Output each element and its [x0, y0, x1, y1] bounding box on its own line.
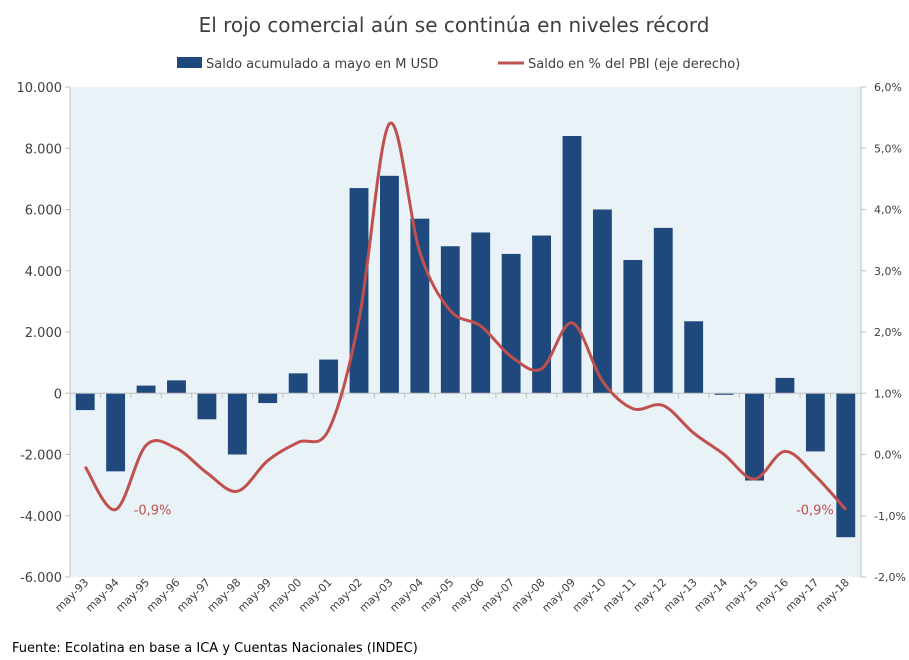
left-tick-label: 6.000	[25, 204, 62, 219]
right-tick-label: 2,0%	[874, 326, 902, 339]
bar	[319, 359, 339, 394]
bar	[775, 377, 795, 394]
right-tick-label: 1,0%	[874, 387, 902, 400]
bar	[653, 227, 673, 394]
left-tick-label: 2.000	[25, 326, 62, 341]
legend-bar-swatch	[177, 57, 202, 68]
right-axis: -2,0% -1,0% 0,0% 1,0% 2,0% 3,0% 4,0% 5,0% 6,0%	[860, 81, 906, 584]
bar	[714, 393, 734, 395]
bar	[623, 260, 643, 394]
bar	[227, 393, 247, 455]
bar	[684, 321, 704, 394]
annotations: -0,9% -0,9%	[134, 504, 834, 519]
bar	[440, 246, 460, 394]
left-tick-label: 0	[54, 387, 62, 402]
left-tick-label: -4.000	[20, 510, 62, 525]
chart-title: El rojo comercial aún se continúa en niv…	[199, 13, 710, 37]
annotation-label: -0,9%	[796, 504, 834, 519]
left-tick-label: 10.000	[17, 81, 63, 96]
bar	[805, 393, 825, 452]
bar	[288, 373, 308, 394]
legend: Saldo acumulado a mayo en M USD Saldo en…	[177, 57, 740, 72]
plot-area	[70, 87, 861, 577]
right-tick-label: 6,0%	[874, 81, 902, 94]
x-tick-label: may-18	[813, 576, 852, 615]
bar	[745, 393, 764, 481]
left-tick-label: -6.000	[20, 571, 62, 586]
bar	[471, 232, 491, 394]
left-tick-label: -2.000	[20, 449, 62, 464]
bar	[380, 175, 399, 394]
bar	[75, 393, 95, 411]
right-tick-label: -2,0%	[874, 571, 906, 584]
bar	[349, 188, 369, 394]
bar	[562, 136, 582, 394]
right-tick-label: 0,0%	[874, 449, 902, 462]
right-tick-label: 5,0%	[874, 142, 902, 155]
left-tick-label: 8.000	[25, 142, 62, 157]
bar	[136, 385, 156, 394]
bar	[501, 253, 521, 394]
bar	[410, 218, 430, 394]
bar-series	[75, 136, 856, 538]
bar	[836, 393, 856, 538]
bar	[167, 380, 186, 394]
bar	[258, 393, 278, 404]
legend-bar-label: Saldo acumulado a mayo en M USD	[206, 57, 438, 72]
right-tick-label: 3,0%	[874, 265, 902, 278]
right-tick-label: 4,0%	[874, 204, 902, 217]
bar	[592, 209, 612, 394]
source-note: Fuente: Ecolatina en base a ICA y Cuenta…	[12, 641, 418, 656]
left-tick-label: 4.000	[25, 265, 62, 280]
bar	[532, 235, 551, 394]
right-tick-label: -1,0%	[874, 510, 906, 523]
annotation-label: -0,9%	[134, 504, 172, 519]
bar	[106, 393, 126, 472]
bar	[197, 393, 217, 420]
gdp-line	[83, 121, 847, 512]
legend-line-label: Saldo en % del PBI (eje derecho)	[528, 57, 740, 72]
left-axis: -6.000 -4.000 -2.000 0 2.000 4.000 6.000 8.000 1…	[17, 81, 71, 586]
